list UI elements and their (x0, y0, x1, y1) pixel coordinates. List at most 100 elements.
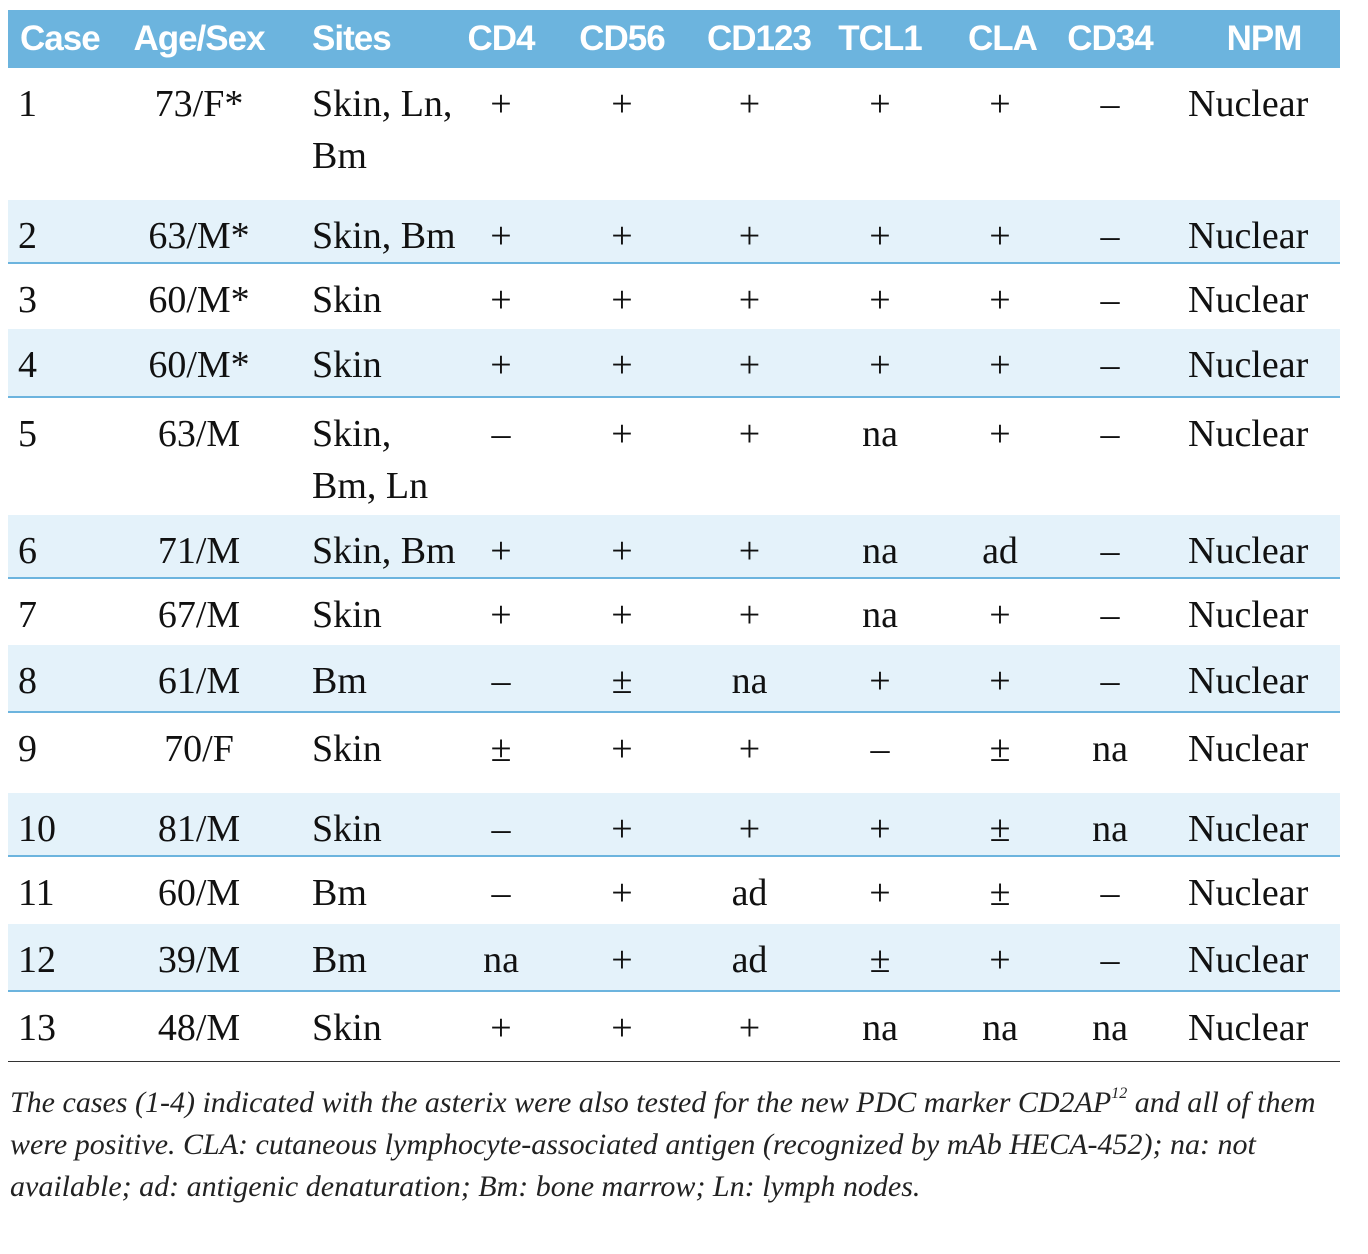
table-cell: – (1032, 200, 1188, 264)
table-cell: + (611, 872, 633, 914)
footnote-text: The cases (1-4) indicated with the aster… (10, 1086, 1112, 1119)
table-cell: Skin, Ln, Bm (312, 83, 453, 177)
table-cell: + (989, 413, 1011, 455)
table-cell: – (465, 645, 537, 713)
table-cell: na (982, 1007, 1018, 1049)
table-row: 4 60/M* Skin + + + + + – Nuclear (8, 329, 1340, 398)
table-cell: 60/M* (148, 279, 250, 321)
table-cell: 70/F (164, 728, 234, 770)
table-cell: + (968, 329, 1032, 398)
table-cell: Nuclear (1188, 515, 1340, 579)
table-cell: – (1032, 329, 1188, 398)
table-cell: Nuclear (1188, 200, 1340, 264)
table-cell: Nuclear (1188, 872, 1309, 914)
table-cell: 48/M (157, 1007, 241, 1049)
column-header: TCL1 (792, 10, 968, 68)
table-cell: 61/M (108, 645, 290, 713)
table-cell: + (968, 200, 1032, 264)
table-cell: + (869, 279, 891, 321)
table-cell: na (862, 594, 898, 636)
table-cell: + (792, 645, 968, 713)
table-cell: – (1032, 924, 1188, 992)
table-cell: + (968, 645, 1032, 713)
table-cell: 11 (18, 872, 55, 914)
table-cell: – (491, 413, 511, 455)
data-table: Case Age/Sex Sites CD4 CD56 CD123 TCL1 CLA CD34 N… (8, 10, 1340, 1066)
table-cell: + (490, 279, 512, 321)
table-cell: Skin (312, 594, 382, 636)
column-header: CD34 (1032, 10, 1188, 68)
table-cell: Skin, Bm (290, 200, 465, 264)
table-cell: + (707, 793, 792, 857)
table-cell: Skin, Bm, Ln (312, 413, 429, 507)
table-cell: 1 (18, 83, 37, 125)
table-cell: Skin (312, 1007, 382, 1049)
table-cell: + (465, 200, 537, 264)
table-cell: 10 (8, 793, 108, 857)
column-header: Case (8, 10, 108, 68)
table-cell: 5 (18, 413, 37, 455)
table-cell: 63/M (157, 413, 241, 455)
table-cell: + (611, 413, 633, 455)
table-cell: na (465, 924, 537, 992)
table-row: 13 48/M Skin + + + na na na Nuclear (8, 991, 1340, 1066)
table-cell: 60/M (157, 872, 241, 914)
table-cell: ad (731, 872, 768, 914)
table-cell: + (707, 515, 792, 579)
table-cell: + (490, 594, 512, 636)
table-cell: Skin (290, 329, 465, 398)
table-cell: Nuclear (1188, 924, 1340, 992)
table-cell: na (862, 1007, 898, 1049)
table-cell: ± (968, 793, 1032, 857)
column-header: CD123 (707, 10, 812, 68)
table-cell: na (707, 645, 792, 713)
table-cell: 3 (18, 279, 37, 321)
table-cell: 7 (18, 594, 37, 636)
footnote-ref: 12 (1111, 1085, 1128, 1102)
table-cell: Nuclear (1188, 413, 1309, 455)
table-cell: + (537, 329, 707, 398)
table-cell: + (738, 279, 761, 321)
table-cell: 81/M (108, 793, 290, 857)
table-cell: 60/M* (108, 329, 290, 398)
table-cell: + (738, 1007, 761, 1049)
table-cell: Nuclear (1188, 279, 1309, 321)
table-cell: Bm (290, 645, 465, 713)
table-cell: + (537, 793, 707, 857)
column-header: CD56 (537, 10, 707, 68)
column-header: Age/Sex (108, 10, 290, 68)
table-cell: + (707, 329, 792, 398)
column-header: CD4 (465, 10, 537, 68)
table-cell: + (869, 872, 891, 914)
table-cell: – (1100, 872, 1120, 914)
table-cell: ad (707, 924, 792, 992)
table-cell: Bm (290, 924, 465, 992)
table-row: 8 61/M Bm – ± na + + – Nuclear (8, 645, 1340, 713)
table-cell: Nuclear (1188, 793, 1340, 857)
table-cell: + (869, 83, 891, 125)
table-cell: – (491, 872, 511, 914)
table-body: 1 73/F* Skin, Ln, Bm + + + + + – Nuclear 2 63/M* Ski… (8, 68, 1340, 1066)
table-row: 3 60/M* Skin + + + + + – Nuclear (8, 263, 1340, 329)
table-cell: ± (490, 728, 512, 770)
table-cell: – (1100, 594, 1120, 636)
table-cell: na (1092, 1007, 1128, 1049)
table-cell: + (738, 728, 761, 770)
table-cell: Nuclear (1188, 594, 1309, 636)
table-cell: + (989, 594, 1011, 636)
table-cell: + (989, 83, 1011, 125)
table-cell: 63/M* (108, 200, 290, 264)
table-cell: 4 (8, 329, 108, 398)
table-cell: + (792, 329, 968, 398)
table-cell: Skin (290, 793, 465, 857)
table-cell: 6 (8, 515, 108, 579)
table-cell: – (1100, 83, 1120, 125)
table-cell: Nuclear (1188, 329, 1340, 398)
footnote-text: and all of them were positive. CLA: cuta… (10, 1086, 1316, 1203)
table-cell: + (490, 1007, 512, 1049)
table-cell: + (792, 200, 968, 264)
table-cell: ± (989, 728, 1011, 770)
footer-rule (8, 1061, 1340, 1062)
table-row: 2 63/M* Skin, Bm + + + + + – Nuclear (8, 200, 1340, 264)
table-row: 1 73/F* Skin, Ln, Bm + + + + + – Nuclear (8, 68, 1340, 200)
